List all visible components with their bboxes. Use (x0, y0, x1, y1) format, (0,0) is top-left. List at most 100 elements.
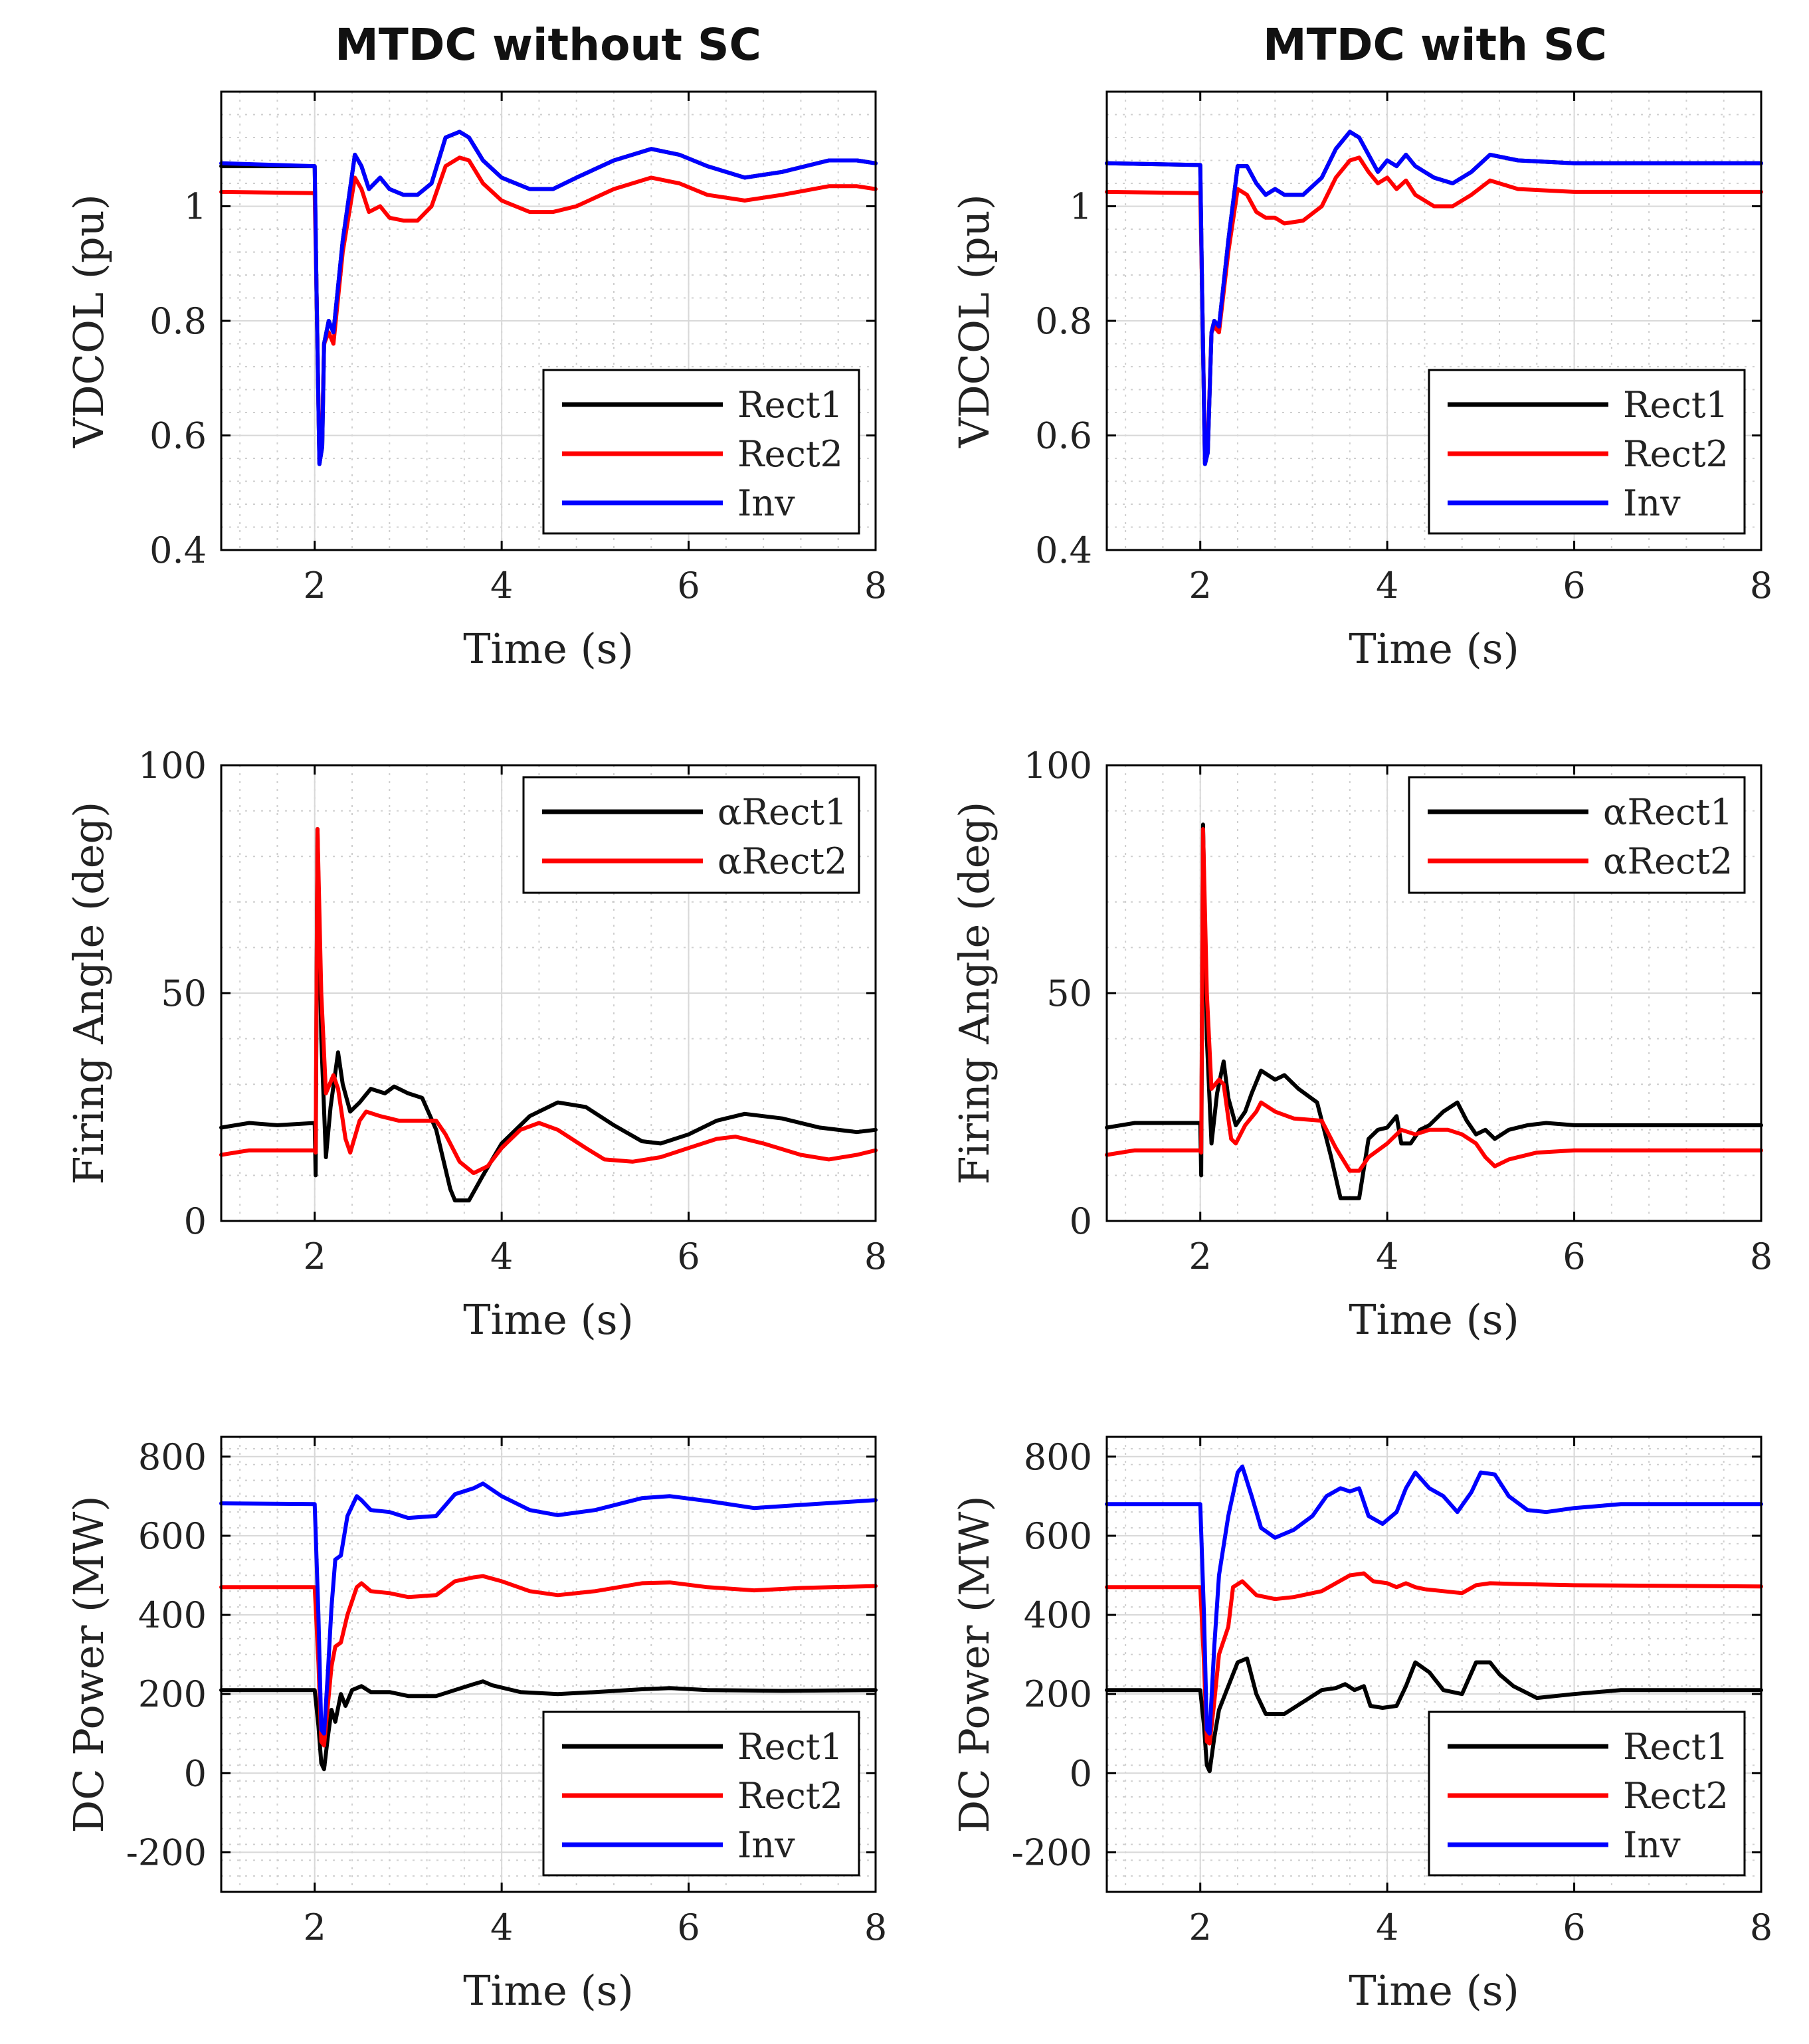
y-tick-label: 400 (1024, 1594, 1092, 1636)
y-tick-label: 0.4 (149, 529, 207, 571)
y-tick-label: 200 (138, 1673, 207, 1715)
x-tick-label: 2 (304, 1236, 326, 1277)
legend-label: Rect2 (1623, 433, 1729, 475)
x-tick-label: 6 (677, 1906, 700, 1948)
legend: αRect1 αRect2 (522, 776, 860, 894)
y-axis-label: Firing Angle (deg) (950, 802, 999, 1185)
x-axis-label: Time (s) (1349, 1966, 1519, 2015)
y-axis-label: Firing Angle (deg) (64, 802, 113, 1185)
axes-box (220, 1436, 877, 1893)
legend-label: Inv (1623, 1824, 1681, 1866)
x-axis-label: Time (s) (1349, 624, 1519, 673)
x-axis-label: Time (s) (463, 1295, 634, 1344)
chart-firing-with-sc: 2 4 6 8 0 50 100 Time (s) Firing Angle (deg) αRec… (950, 745, 1772, 1344)
series-line-inv (219, 130, 878, 466)
series-line-inv (1105, 1464, 1763, 1736)
legend-label: αRect2 (1603, 840, 1733, 882)
x-tick-label: 4 (490, 1906, 513, 1948)
series-line-inv (1105, 130, 1763, 466)
x-tick-label: 2 (1189, 1906, 1212, 1948)
y-tick-label: 200 (1024, 1673, 1092, 1715)
x-tick-label: 6 (1563, 1906, 1585, 1948)
x-tick-label: 6 (1563, 565, 1585, 606)
y-tick-label: 0.4 (1035, 529, 1092, 571)
y-tick-label: 0 (184, 1752, 207, 1794)
column-title-without-sc: MTDC without SC (335, 19, 761, 70)
y-tick-label: 0 (1070, 1200, 1092, 1242)
x-tick-label: 2 (1189, 565, 1212, 606)
legend-box (1408, 776, 1746, 894)
series-line-inv (219, 1481, 878, 1736)
x-tick-label: 8 (1750, 1906, 1772, 1948)
y-axis-label: DC Power (MW) (950, 1495, 999, 1833)
series-line-rect2 (1105, 1571, 1763, 1746)
x-tick-label: 8 (1750, 1236, 1772, 1277)
legend-label: Rect1 (1623, 384, 1729, 426)
legend: Rect1 Rect2 Inv (1428, 1711, 1746, 1877)
series-line-rect1 (1105, 1656, 1763, 1774)
y-axis-label: VDCOL (pu) (64, 194, 113, 448)
y-tick-label: 50 (161, 973, 207, 1014)
x-axis-label: Time (s) (463, 1966, 634, 2015)
y-axis-label: DC Power (MW) (64, 1495, 113, 1833)
x-tick-label: 6 (677, 1236, 700, 1277)
series-line-rect2 (1105, 827, 1763, 1173)
y-tick-label: 100 (1024, 745, 1092, 787)
legend-label: Rect1 (1623, 1726, 1729, 1768)
x-tick-label: 2 (304, 565, 326, 606)
legend-label: Inv (1623, 482, 1681, 524)
legend-label: Inv (737, 482, 795, 524)
y-tick-label: 600 (138, 1515, 207, 1557)
x-tick-label: 4 (490, 1236, 513, 1277)
x-tick-label: 6 (677, 565, 700, 606)
x-tick-label: 2 (1189, 1236, 1212, 1277)
x-tick-label: 8 (864, 1906, 887, 1948)
x-tick-label: 8 (1750, 565, 1772, 606)
legend-label: Rect2 (737, 1775, 843, 1817)
legend-label: αRect2 (717, 840, 847, 882)
y-tick-label: 0.8 (1035, 300, 1092, 342)
legend-label: Rect2 (737, 433, 843, 475)
x-tick-label: 4 (490, 565, 513, 606)
legend: Rect1 Rect2 Inv (542, 1711, 860, 1877)
y-tick-label: -200 (1012, 1831, 1092, 1873)
y-tick-label: -200 (126, 1831, 207, 1873)
y-tick-label: 1 (1070, 186, 1092, 228)
y-tick-label: 600 (1024, 1515, 1092, 1557)
x-tick-label: 8 (864, 565, 887, 606)
y-tick-label: 800 (138, 1436, 207, 1478)
x-tick-label: 8 (864, 1236, 887, 1277)
y-tick-label: 400 (138, 1594, 207, 1636)
legend-label: αRect1 (717, 791, 847, 833)
y-tick-label: 50 (1046, 973, 1092, 1014)
series-line-rect1 (1105, 822, 1763, 1200)
x-axis-label: Time (s) (463, 624, 634, 673)
legend-label: Rect1 (737, 1726, 843, 1768)
x-axis-label: Time (s) (1349, 1295, 1519, 1344)
y-tick-label: 0.6 (1035, 415, 1092, 457)
legend: αRect1 αRect2 (1408, 776, 1746, 894)
legend-box (522, 776, 860, 894)
axes-box (1105, 1436, 1762, 1893)
x-tick-label: 4 (1376, 1236, 1398, 1277)
legend-label: Rect1 (737, 384, 843, 426)
x-tick-label: 4 (1376, 565, 1398, 606)
series-line-rect1 (219, 827, 878, 1203)
chart-firing-without-sc: 2 4 6 8 0 50 100 Time (s) Firing Angle (deg) αRec… (64, 745, 887, 1344)
legend-label: αRect1 (1603, 791, 1733, 833)
legend-label: Rect2 (1623, 1775, 1729, 1817)
y-tick-label: 0 (1070, 1752, 1092, 1794)
legend: Rect1 Rect2 Inv (542, 369, 860, 535)
column-title-with-sc: MTDC with SC (1263, 19, 1607, 70)
legend: Rect1 Rect2 Inv (1428, 369, 1746, 535)
y-tick-label: 0.8 (149, 300, 207, 342)
series-line-rect2 (219, 827, 878, 1175)
y-tick-label: 0 (184, 1200, 207, 1242)
y-axis-label: VDCOL (pu) (950, 194, 999, 448)
series-line-rect1 (219, 1679, 878, 1772)
y-tick-label: 1 (184, 186, 207, 228)
